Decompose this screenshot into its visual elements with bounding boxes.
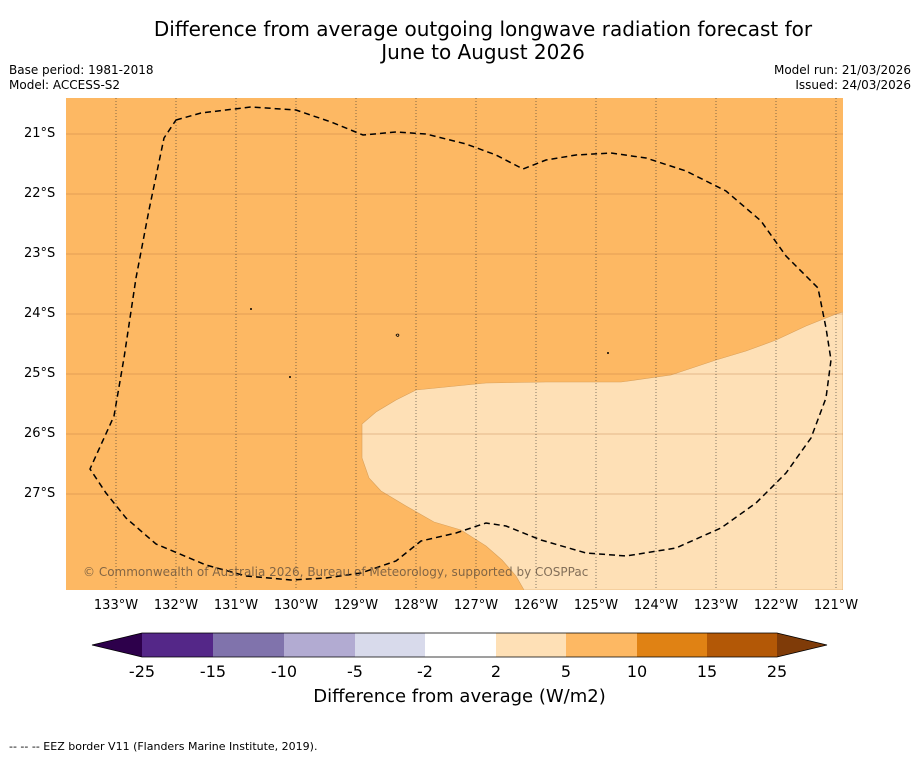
- lon-label: 127°W: [453, 598, 499, 613]
- map-title: Difference from average outgoing longwav…: [0, 18, 919, 64]
- lat-label: 25°S: [24, 366, 56, 381]
- colorbar-segment: [284, 633, 355, 657]
- colorbar-segment: [142, 633, 213, 657]
- colorbar-label: Difference from average (W/m2): [313, 686, 606, 707]
- lon-label: 124°W: [633, 598, 679, 613]
- colorbar-svg: [91, 632, 828, 658]
- colorbar-tick: 15: [696, 662, 718, 681]
- lon-label: 131°W: [213, 598, 259, 613]
- colorbar: [90, 630, 830, 664]
- title-line-2: June to August 2026: [381, 40, 585, 64]
- lon-label: 121°W: [813, 598, 859, 613]
- colorbar-tick: 25: [766, 662, 788, 681]
- colorbar-extend-high: [777, 633, 827, 657]
- base-period: Base period: 1981-2018: [9, 63, 154, 77]
- map-area: [66, 98, 843, 590]
- model-run: Model run: 21/03/2026: [773, 63, 911, 77]
- colorbar-tick: -2: [417, 662, 433, 681]
- colorbar-tick: -15: [199, 662, 227, 681]
- lat-label: 21°S: [24, 126, 56, 141]
- issued-date: Issued: 24/03/2026: [795, 78, 911, 92]
- colorbar-segment: [496, 633, 566, 657]
- islands: [250, 308, 609, 378]
- colorbar-tick: -5: [347, 662, 363, 681]
- colorbar-tick: -25: [128, 662, 156, 681]
- colorbar-tick: 2: [490, 662, 502, 681]
- lon-label: 123°W: [693, 598, 739, 613]
- lon-label: 128°W: [393, 598, 439, 613]
- colorbar-segment: [425, 633, 496, 657]
- colorbar-segment: [707, 633, 777, 657]
- colorbar-segment: [566, 633, 637, 657]
- title-line-1: Difference from average outgoing longwav…: [153, 17, 813, 41]
- meta-left: Base period: 1981-2018 Model: ACCESS-S2: [9, 63, 154, 93]
- lat-label: 23°S: [24, 246, 56, 261]
- eez-legend-note: -- -- -- EEZ border V11 (Flanders Marine…: [9, 740, 318, 753]
- lat-label: 22°S: [24, 186, 56, 201]
- lon-label: 125°W: [573, 598, 619, 613]
- model-name: Model: ACCESS-S2: [9, 78, 121, 92]
- lon-label: 133°W: [93, 598, 139, 613]
- colorbar-tick: 5: [560, 662, 572, 681]
- copyright-notice: © Commonwealth of Australia 2026, Bureau…: [83, 565, 589, 579]
- lon-gridlines: [115, 98, 837, 590]
- colorbar-extend-low: [92, 633, 142, 657]
- lat-gridlines: [66, 133, 843, 495]
- lon-label: 129°W: [333, 598, 379, 613]
- colorbar-tick: 10: [626, 662, 648, 681]
- lon-label: 126°W: [513, 598, 559, 613]
- colorbar-segment: [355, 633, 425, 657]
- colorbar-tick: -10: [270, 662, 298, 681]
- map-svg: [66, 98, 843, 590]
- lat-label: 27°S: [24, 486, 56, 501]
- lat-label: 24°S: [24, 306, 56, 321]
- meta-right: Model run: 21/03/2026 Issued: 24/03/2026: [774, 63, 911, 93]
- colorbar-segment: [637, 633, 707, 657]
- lon-label: 130°W: [273, 598, 319, 613]
- lon-label: 122°W: [753, 598, 799, 613]
- lat-label: 26°S: [24, 426, 56, 441]
- lon-label: 132°W: [153, 598, 199, 613]
- region-2-5: [361, 311, 843, 590]
- colorbar-segment: [213, 633, 284, 657]
